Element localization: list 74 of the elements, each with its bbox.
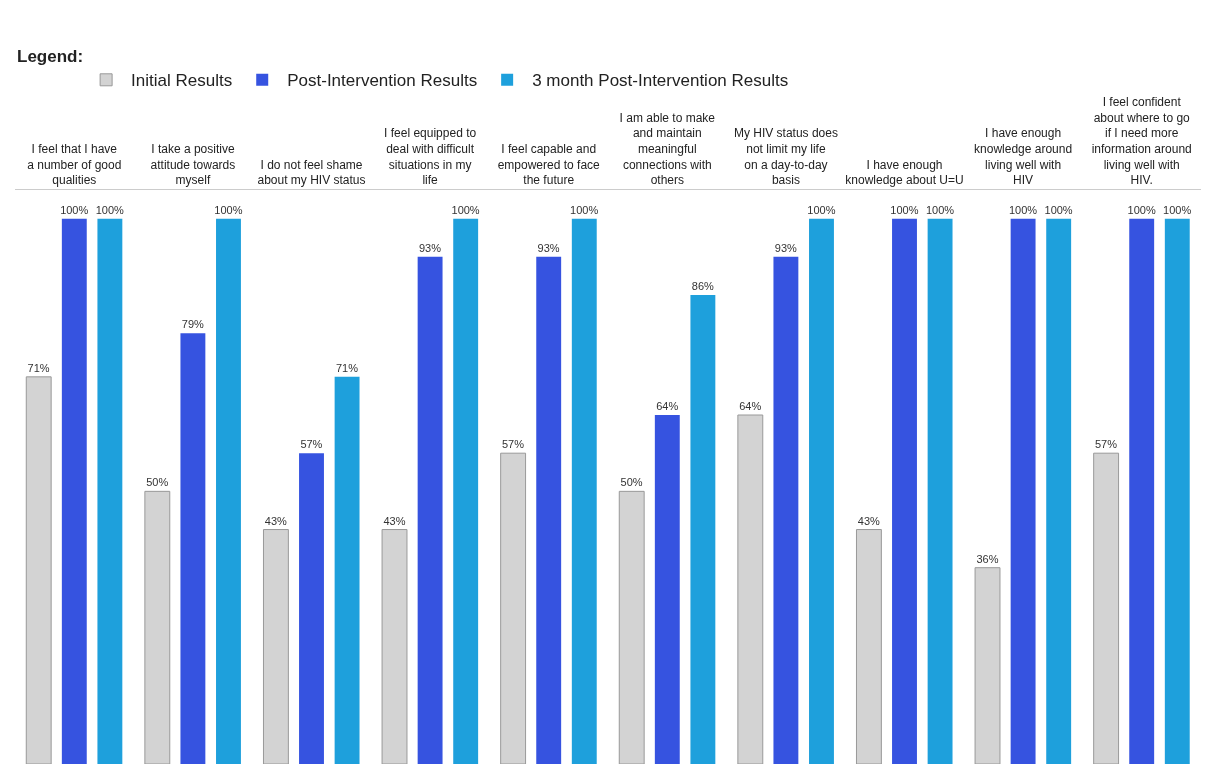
bar [453, 218, 479, 764]
bar [1164, 218, 1190, 764]
bar [180, 333, 206, 764]
data-label: 100% [890, 203, 919, 216]
data-label: 100% [570, 203, 599, 216]
data-label: 100% [925, 203, 955, 216]
data-label: 100% [1008, 203, 1038, 216]
data-label: 100% [1163, 203, 1192, 216]
legend-label: 3 month Post-Intervention Results [532, 71, 789, 91]
bar [97, 218, 123, 764]
x-tick-label: I have enough knowledge about U=U [845, 157, 964, 188]
bar [25, 376, 52, 764]
legend-title: Legend: [17, 47, 84, 67]
bar [381, 529, 408, 764]
bar [1129, 218, 1155, 764]
x-tick-label: I take a positive attitude towards myself [150, 142, 236, 188]
bar [334, 376, 360, 764]
data-label: 64% [656, 400, 679, 413]
bar [61, 218, 87, 764]
bar [690, 295, 716, 764]
bar [536, 256, 562, 764]
bar [500, 452, 527, 764]
data-label: 100% [60, 203, 89, 216]
x-tick-label: I am able to make and maintain meaningful connections with others [619, 110, 716, 188]
data-label: 43% [383, 514, 406, 527]
bar [1046, 218, 1072, 764]
data-label: 71% [335, 361, 359, 374]
bar [974, 567, 1001, 764]
bar [262, 529, 289, 764]
data-label: 71% [27, 361, 50, 374]
data-label: 43% [264, 514, 288, 527]
data-label: 50% [620, 476, 643, 489]
bar [927, 218, 953, 764]
bar [144, 490, 171, 764]
data-label: 79% [181, 318, 205, 331]
data-label: 100% [214, 203, 243, 216]
data-label: 36% [976, 552, 999, 565]
x-tick-label: I feel confident about where to go if I need more information around living well with HIV. [1091, 95, 1192, 188]
data-label: 57% [1095, 438, 1118, 451]
bar [773, 256, 799, 764]
data-label: 100% [451, 203, 480, 216]
x-tick-label: I feel equipped to deal with difficult situations in my life [384, 126, 477, 188]
data-label: 64% [739, 400, 762, 413]
bar [299, 453, 324, 764]
x-tick-label: I have enough knowledge around living well with HIV [974, 126, 1073, 188]
data-label: 57% [300, 438, 323, 451]
legend-label: Post-Intervention Results [287, 71, 478, 91]
data-label: 100% [807, 203, 836, 216]
data-label: 93% [774, 241, 798, 254]
x-tick-label: I feel that I have a number of good qualities [27, 142, 122, 188]
data-label: 100% [1127, 203, 1156, 216]
legend-label: Initial Results [131, 71, 233, 91]
data-label: 100% [1044, 203, 1073, 216]
x-tick-label: I do not feel shame about my HIV status [257, 157, 366, 188]
bar [654, 415, 680, 764]
bar [618, 490, 645, 764]
bar [1010, 218, 1036, 764]
data-label: 100% [95, 203, 125, 216]
data-label: 43% [857, 514, 881, 527]
bar [571, 218, 597, 764]
bar [809, 218, 834, 764]
data-label: 93% [418, 241, 442, 254]
bar [855, 529, 882, 764]
x-tick-label: My HIV status does not limit my life on a day-to-day basis [733, 126, 838, 188]
bar [417, 256, 443, 764]
data-label: 57% [502, 438, 525, 451]
x-tick-label: I feel capable and empowered to face the future [497, 142, 601, 188]
bar [1093, 452, 1120, 764]
data-label: 86% [691, 280, 714, 293]
data-label: 93% [537, 241, 560, 254]
bar [737, 414, 764, 764]
bar [216, 218, 241, 764]
bar [892, 218, 917, 764]
data-label: 50% [146, 476, 169, 489]
